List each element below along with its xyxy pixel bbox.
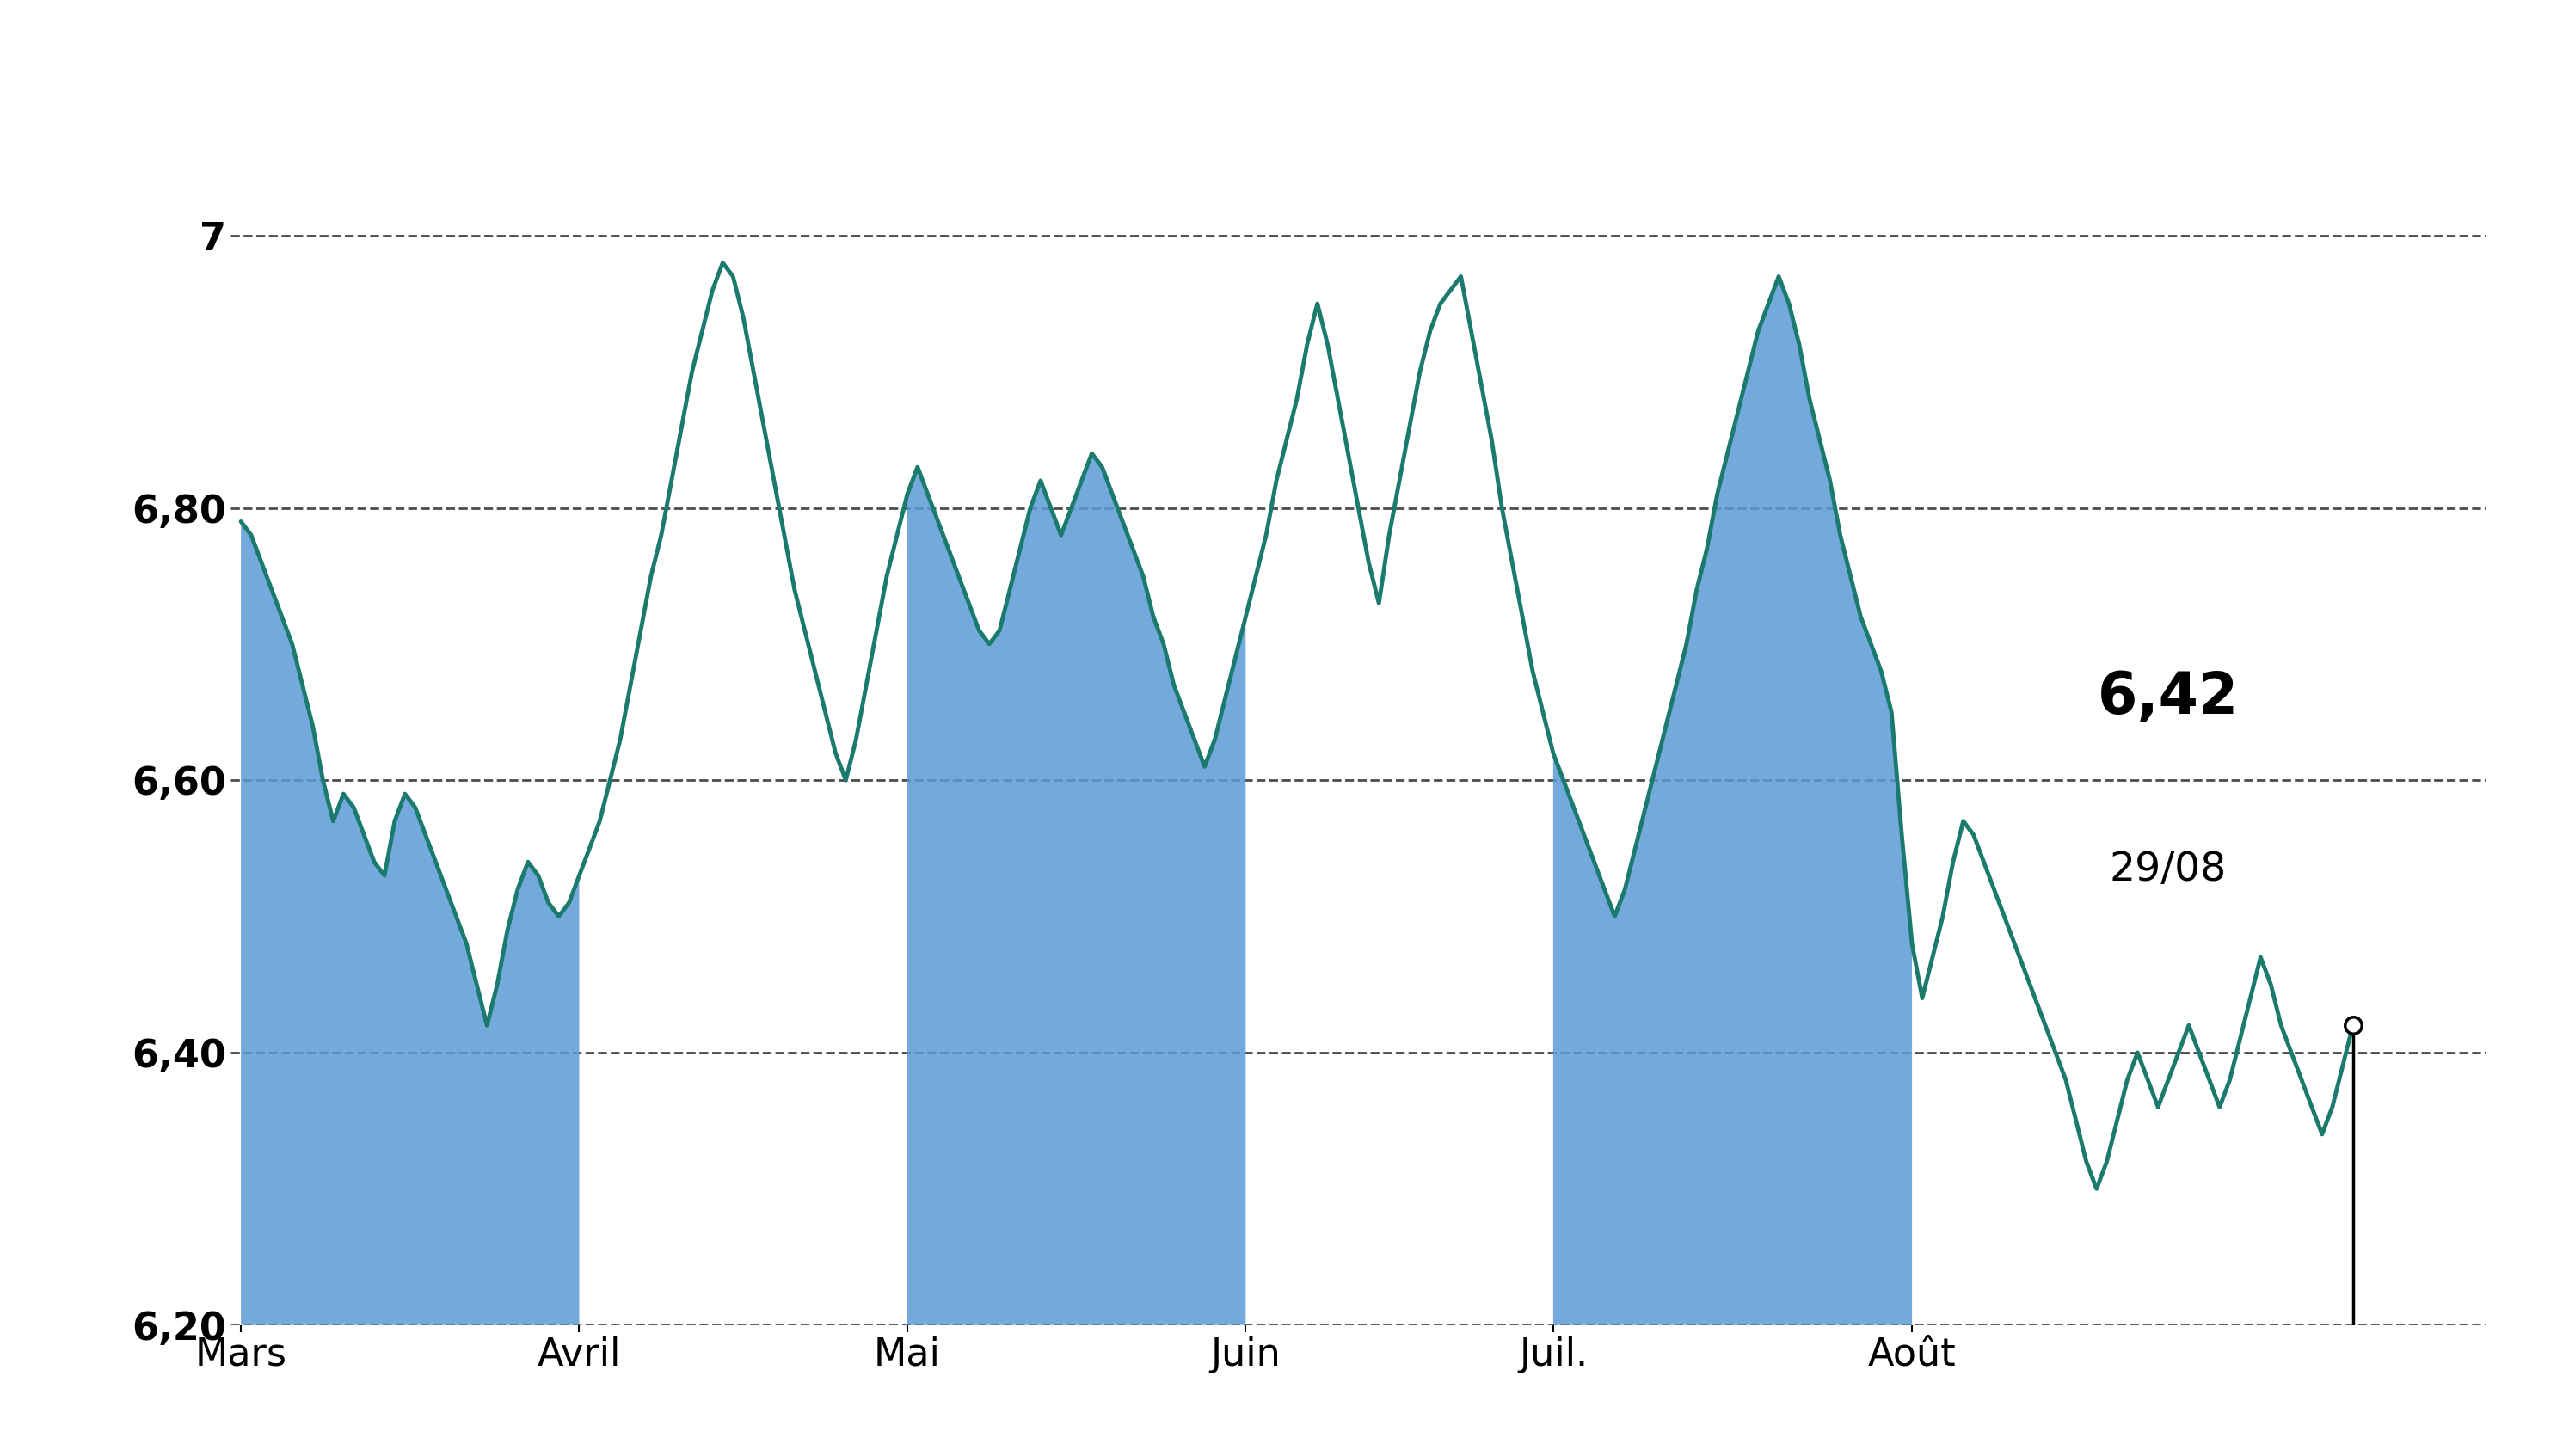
Text: Abrdn Income Credit Strategies Fund: Abrdn Income Credit Strategies Fund xyxy=(379,42,2184,125)
Text: 29/08: 29/08 xyxy=(2109,850,2227,890)
Text: 6,42: 6,42 xyxy=(2097,668,2240,725)
